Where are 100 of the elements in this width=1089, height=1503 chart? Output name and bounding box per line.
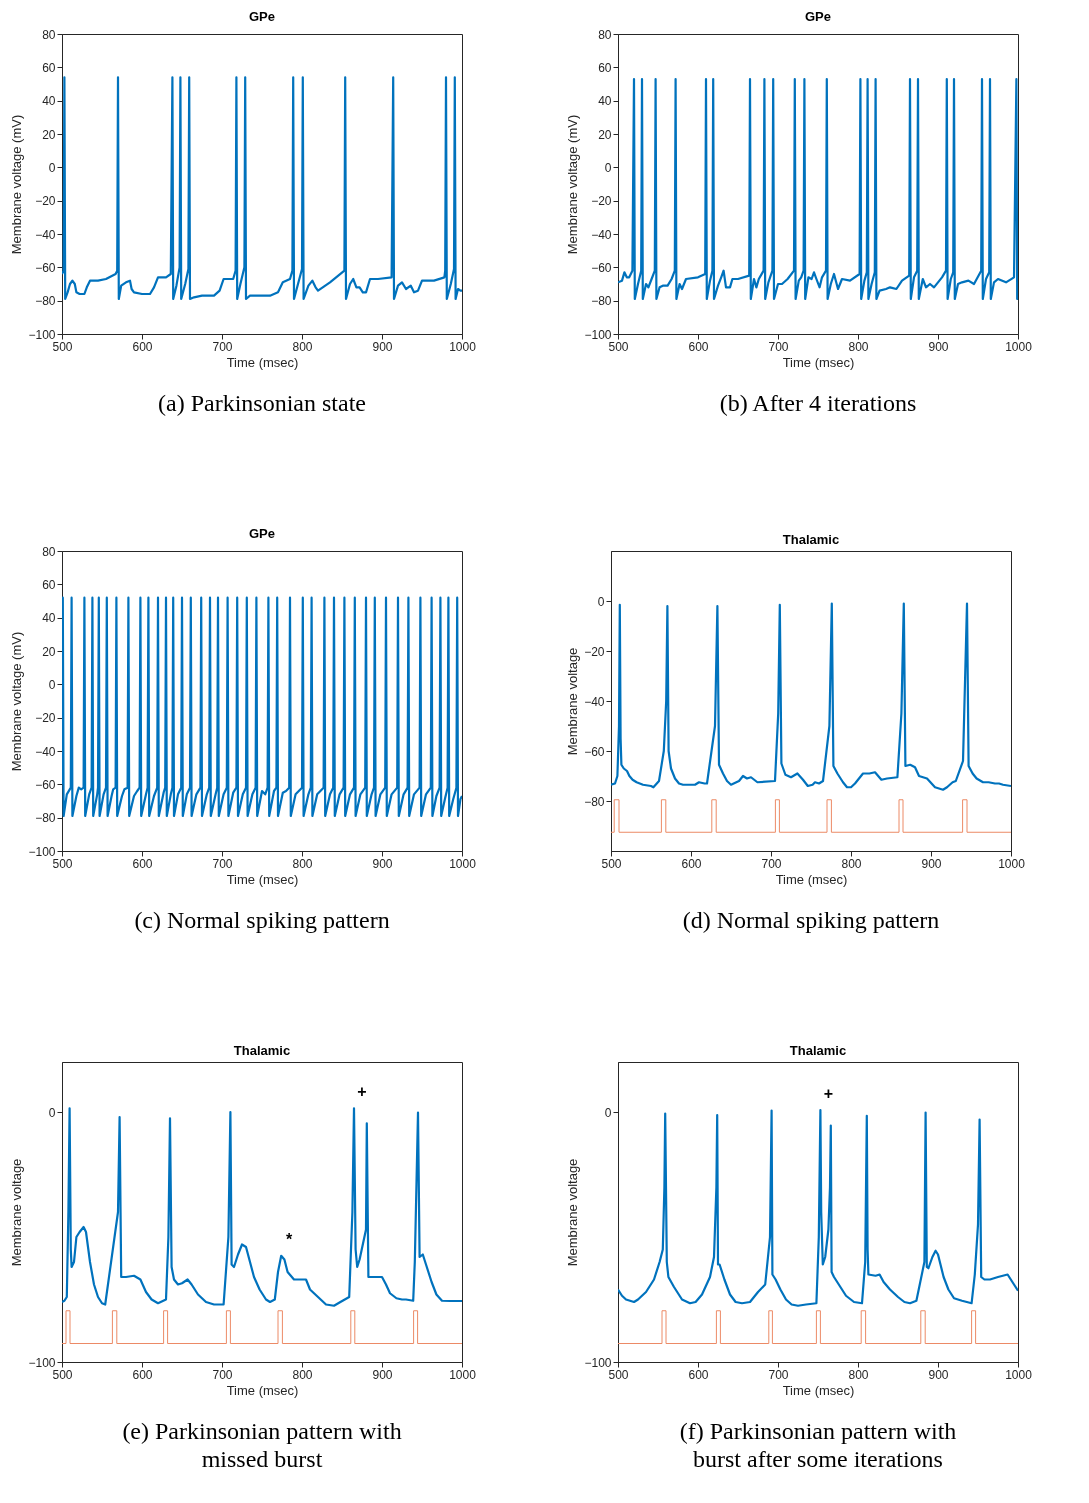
x-tick-label: 600: [688, 339, 709, 354]
line-series: [618, 1108, 1018, 1307]
x-tick-label: 900: [928, 1367, 949, 1382]
annotation: *: [286, 1230, 294, 1248]
y-tick-label: 20: [42, 127, 56, 142]
y-tick-label: 0: [48, 1105, 56, 1120]
y-tick-label: 0: [48, 160, 56, 175]
y-tick-label: −80: [35, 294, 56, 309]
x-axis-title: Time (msec): [782, 1382, 855, 1398]
y-axis-title: Membrane voltage: [9, 1158, 25, 1267]
y-tick-label: −80: [584, 794, 605, 809]
y-tick-label: 60: [42, 60, 56, 75]
line-series: [62, 596, 462, 818]
x-tick-label: 800: [848, 339, 869, 354]
chart-title: Thalamic: [782, 532, 840, 547]
y-tick-label: −20: [35, 194, 56, 209]
x-tick-label: 1000: [449, 1367, 477, 1382]
y-tick-label: −60: [591, 260, 612, 275]
line-series: [618, 77, 1018, 301]
x-tick-label: 700: [212, 856, 233, 871]
y-tick-label: 60: [598, 60, 612, 75]
y-tick-label: −100: [28, 327, 56, 342]
y-axis-title: Membrane voltage: [565, 647, 581, 756]
text: (e) Parkinsonian pattern with missed burst: [122, 1418, 402, 1472]
y-axis-title: Membrane voltage: [565, 1158, 581, 1267]
x-tick-label: 800: [292, 1367, 313, 1382]
y-axis-title: Membrane voltage (mV): [9, 114, 25, 255]
chart-title: Thalamic: [789, 1043, 847, 1058]
x-tick-label: 500: [608, 1367, 629, 1382]
chart-title: Thalamic: [233, 1043, 291, 1058]
y-tick-label: 0: [604, 160, 612, 175]
x-tick-label: 600: [132, 339, 153, 354]
chart-title: GPe: [248, 9, 276, 24]
y-tick-label: −20: [35, 711, 56, 726]
x-tick-label: 800: [848, 1367, 869, 1382]
annotation: +: [357, 1083, 367, 1101]
y-tick-label: −60: [35, 777, 56, 792]
x-tick-label: 600: [132, 1367, 153, 1382]
x-tick-label: 700: [212, 1367, 233, 1382]
x-tick-label: 700: [768, 339, 789, 354]
x-tick-label: 500: [601, 856, 622, 871]
y-tick-label: −80: [35, 811, 56, 826]
x-axis-title: Time (msec): [775, 871, 848, 887]
x-tick-label: 1000: [1005, 339, 1033, 354]
y-tick-label: −40: [35, 744, 56, 759]
y-tick-label: 20: [42, 644, 56, 659]
y-tick-label: 80: [42, 27, 56, 42]
line-series: [62, 76, 462, 301]
x-tick-label: 700: [212, 339, 233, 354]
y-tick-label: 0: [597, 594, 605, 609]
y-tick-label: 20: [598, 127, 612, 142]
x-tick-label: 500: [52, 1367, 73, 1382]
x-tick-label: 500: [52, 339, 73, 354]
x-axis-title: Time (msec): [226, 354, 299, 370]
line-series: [62, 1107, 462, 1307]
annotation: +: [823, 1085, 834, 1102]
y-tick-label: −100: [28, 1355, 56, 1370]
y-tick-label: −20: [591, 194, 612, 209]
y-tick-label: 40: [42, 94, 56, 109]
x-tick-label: 700: [768, 1367, 789, 1382]
y-axis-title: Membrane voltage (mV): [565, 114, 581, 255]
x-axis-title: Time (msec): [226, 1382, 299, 1398]
text: (a) Parkinsonian state: [158, 390, 366, 416]
x-axis-title: Time (msec): [782, 354, 855, 370]
y-tick-label: −100: [28, 844, 56, 859]
text: (f) Parkinsonian pattern with burst after some iterations: [679, 1418, 957, 1472]
y-tick-label: 0: [48, 677, 56, 692]
y-tick-label: 80: [598, 27, 612, 42]
y-tick-label: −60: [584, 744, 605, 759]
x-tick-label: 900: [372, 1367, 393, 1382]
x-tick-label: 1000: [449, 856, 477, 871]
chart-title: GPe: [248, 526, 276, 541]
x-axis-title: Time (msec): [226, 871, 299, 887]
y-axis-title: Membrane voltage (mV): [9, 631, 25, 772]
y-tick-label: −80: [591, 294, 612, 309]
text: (d) Normal spiking pattern: [682, 907, 940, 933]
y-tick-label: −20: [584, 644, 605, 659]
x-tick-label: 600: [688, 1367, 709, 1382]
x-tick-label: 600: [681, 856, 702, 871]
x-tick-label: 800: [292, 339, 313, 354]
y-tick-label: −100: [584, 1355, 612, 1370]
y-tick-label: −40: [35, 227, 56, 242]
x-tick-label: 900: [921, 856, 942, 871]
text: (b) After 4 iterations: [719, 390, 917, 416]
x-tick-label: 600: [132, 856, 153, 871]
x-tick-label: 1000: [1005, 1367, 1033, 1382]
x-tick-label: 900: [928, 339, 949, 354]
x-tick-label: 900: [372, 339, 393, 354]
x-tick-label: 500: [52, 856, 73, 871]
y-tick-label: 40: [42, 611, 56, 626]
x-tick-label: 800: [841, 856, 862, 871]
text: (c) Normal spiking pattern: [134, 907, 390, 933]
x-tick-label: 900: [372, 856, 393, 871]
x-tick-label: 1000: [998, 856, 1026, 871]
y-tick-label: −40: [591, 227, 612, 242]
x-tick-label: 800: [292, 856, 313, 871]
y-tick-label: 40: [598, 94, 612, 109]
y-tick-label: 80: [42, 544, 56, 559]
x-tick-label: 1000: [449, 339, 477, 354]
y-tick-label: 60: [42, 577, 56, 592]
